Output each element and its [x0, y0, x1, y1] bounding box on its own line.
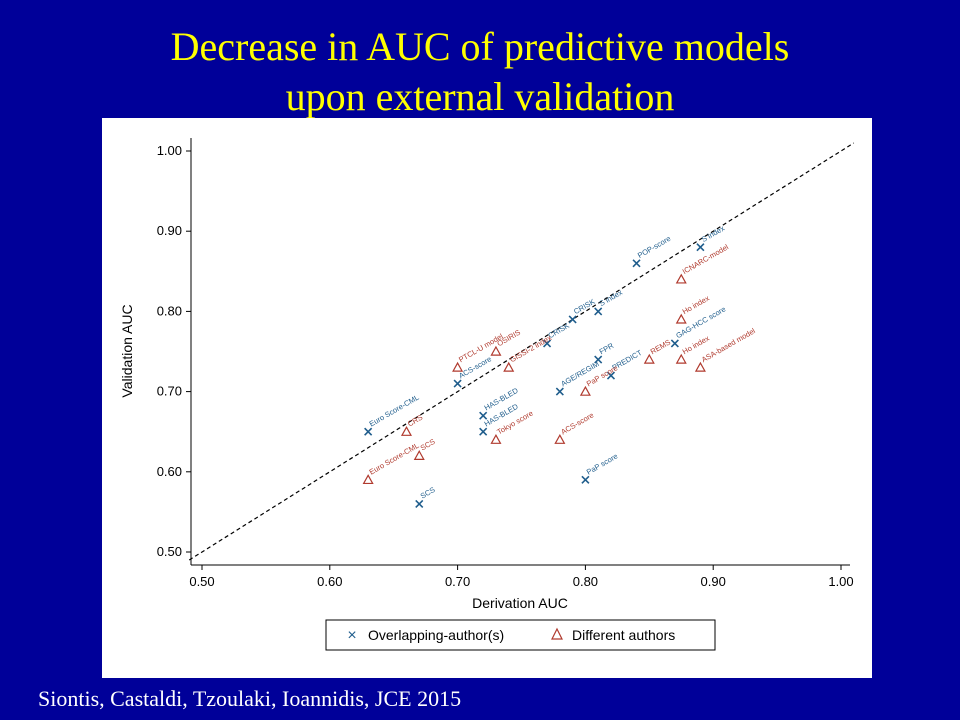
legend-label-overlapping: Overlapping-author(s) — [368, 627, 504, 643]
x-marker-stroke — [479, 411, 488, 420]
x-marker-stroke — [606, 371, 616, 380]
x-tick-label: 0.50 — [189, 574, 214, 589]
triangle-marker — [362, 474, 374, 485]
triangle-marker — [694, 361, 706, 372]
legend-triangle-marker-icon — [551, 627, 563, 640]
y-tick-label: 1.00 — [157, 143, 182, 158]
scatter-chart: 0.50 0.60 0.70 0.80 0.90 1.00 0.50 0.60 0.70 0.80… — [119, 138, 855, 651]
slide-title: Decrease in AUC of predictive models upo… — [0, 22, 960, 122]
x-marker-stroke — [594, 307, 603, 316]
x-tick-label: 0.60 — [317, 574, 342, 589]
triangle-marker — [643, 353, 655, 364]
x-marker-stroke — [670, 339, 679, 348]
x-marker-stroke — [696, 243, 705, 252]
x-marker-stroke — [542, 339, 552, 348]
y-tick-label: 0.90 — [157, 223, 182, 238]
triangle-marker — [413, 450, 425, 460]
diagonal-reference-line — [188, 142, 855, 561]
x-marker-stroke — [568, 315, 577, 324]
legend-box — [325, 619, 716, 651]
x-marker-stroke — [415, 499, 424, 508]
chart-panel: 0.50 0.60 0.70 0.80 0.90 1.00 0.50 0.60 0.70 0.80… — [102, 118, 872, 678]
slide-title-line2: upon external validation — [285, 74, 675, 119]
y-tick-label: 0.50 — [157, 544, 182, 559]
x-marker-stroke — [581, 475, 590, 484]
triangle-marker — [490, 433, 502, 444]
x-tick-label: 0.90 — [701, 574, 726, 589]
y-tick-label: 0.70 — [157, 384, 182, 399]
legend-x-marker-icon: × — [347, 627, 356, 644]
x-marker-stroke — [453, 379, 462, 388]
legend: × Overlapping-author(s) Different author… — [325, 619, 716, 651]
x-marker-stroke — [555, 387, 564, 396]
triangle-marker — [400, 425, 412, 436]
triangle-marker — [579, 385, 591, 396]
triangle-marker — [554, 433, 566, 444]
x-marker-stroke — [632, 259, 641, 268]
plot-area — [191, 138, 850, 565]
triangle-marker — [675, 313, 687, 324]
citation-footer: Siontis, Castaldi, Tzoulaki, Ioannidis, … — [38, 686, 462, 711]
x-tick-label: 1.00 — [828, 574, 853, 589]
y-tick-label: 0.60 — [157, 464, 182, 479]
triangle-marker — [503, 361, 515, 372]
legend-label-different: Different authors — [572, 627, 675, 643]
triangle-marker — [675, 273, 687, 284]
y-tick-label: 0.80 — [157, 303, 182, 318]
x-marker-stroke — [479, 427, 488, 436]
y-axis-label: Validation AUC — [119, 304, 135, 397]
x-tick-label: 0.70 — [445, 574, 470, 589]
x-axis-label: Derivation AUC — [472, 595, 568, 611]
slide-title-line1: Decrease in AUC of predictive models — [170, 24, 790, 69]
x-marker-stroke — [594, 355, 603, 364]
x-tick-label: 0.80 — [573, 574, 598, 589]
triangle-marker — [452, 361, 464, 372]
axis-ticks: 0.50 0.60 0.70 0.80 0.90 1.00 0.50 0.60 0.70 0.80… — [157, 143, 854, 589]
x-marker-stroke — [364, 427, 373, 436]
triangle-marker — [675, 353, 687, 364]
triangle-marker — [490, 345, 502, 356]
